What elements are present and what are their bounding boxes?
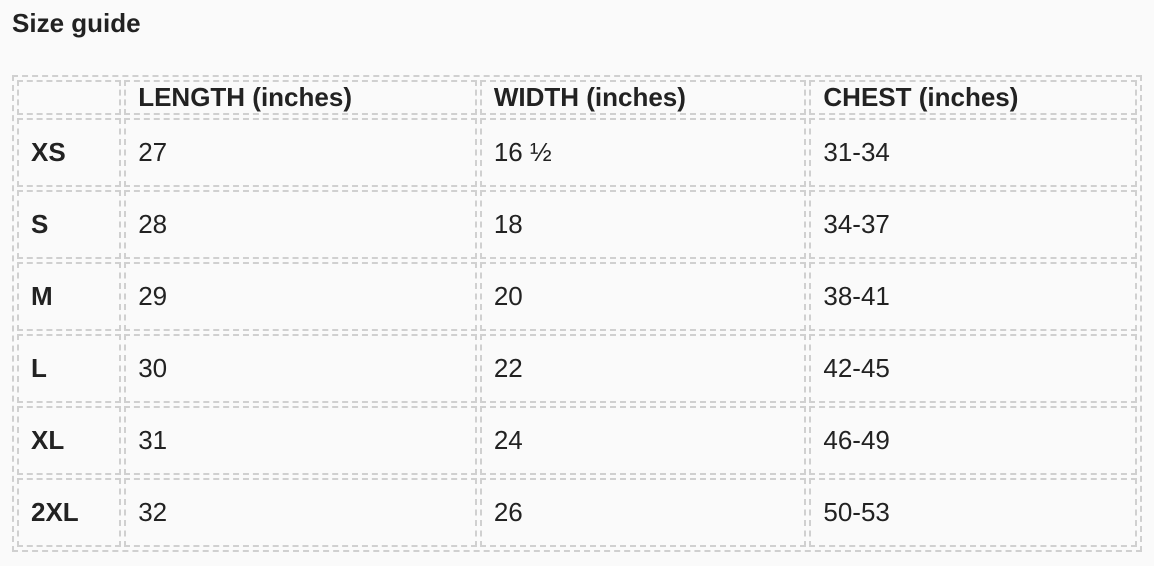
size-cell: 2XL <box>17 478 122 547</box>
table-cell: 31-34 <box>809 118 1137 187</box>
size-cell: L <box>17 334 122 403</box>
table-cell: 32 <box>124 478 477 547</box>
table-cell: 30 <box>124 334 477 403</box>
table-cell: 26 <box>479 478 807 547</box>
table-cell: 29 <box>124 262 477 331</box>
table-row: S 28 18 34-37 <box>17 190 1137 259</box>
table-cell: 34-37 <box>809 190 1137 259</box>
corner-cell <box>17 80 122 115</box>
table-row: 2XL 32 26 50-53 <box>17 478 1137 547</box>
table-row: XS 27 16 ½ 31-34 <box>17 118 1137 187</box>
size-cell: M <box>17 262 122 331</box>
table-cell: 28 <box>124 190 477 259</box>
size-cell: XS <box>17 118 122 187</box>
table-cell: 27 <box>124 118 477 187</box>
table-cell: 18 <box>479 190 807 259</box>
table-row: XL 31 24 46-49 <box>17 406 1137 475</box>
table-cell: 31 <box>124 406 477 475</box>
table-cell: 16 ½ <box>479 118 807 187</box>
title: Size guide <box>12 8 141 38</box>
column-header: LENGTH (inches) <box>124 80 477 115</box>
table-cell: 38-41 <box>809 262 1137 331</box>
size-cell: XL <box>17 406 122 475</box>
table-row: M 29 20 38-41 <box>17 262 1137 331</box>
table-cell: 50-53 <box>809 478 1137 547</box>
size-table: LENGTH (inches) WIDTH (inches) CHEST (inch… <box>12 75 1142 552</box>
column-header: CHEST (inches) <box>809 80 1137 115</box>
table-cell: 46-49 <box>809 406 1137 475</box>
table-cell: 24 <box>479 406 807 475</box>
table-cell: 22 <box>479 334 807 403</box>
header-row: LENGTH (inches) WIDTH (inches) CHEST (inch… <box>17 80 1137 115</box>
table-cell: 42-45 <box>809 334 1137 403</box>
column-header: WIDTH (inches) <box>479 80 807 115</box>
table-cell: 20 <box>479 262 807 331</box>
table-row: L 30 22 42-45 <box>17 334 1137 403</box>
size-cell: S <box>17 190 122 259</box>
